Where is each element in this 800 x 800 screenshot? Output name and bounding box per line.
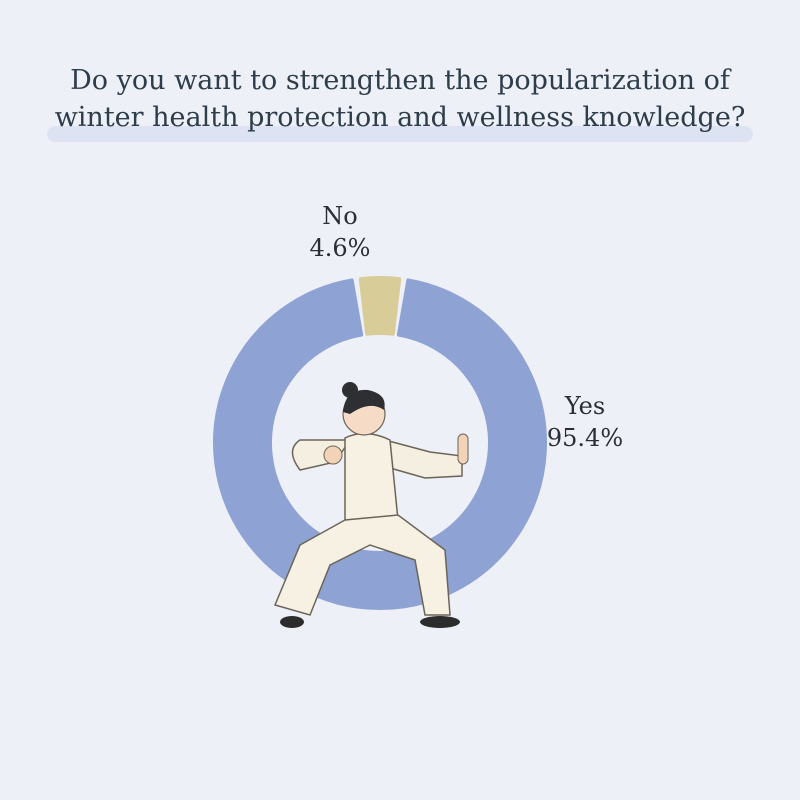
label-yes: Yes 95.4% [540,390,630,454]
label-no-value: 4.6% [309,234,371,262]
slice-no [358,276,402,336]
label-no: No 4.6% [300,200,380,264]
title-line-1: Do you want to strengthen the populariza… [70,65,730,96]
tai-chi-figure-illustration [273,382,469,628]
slice-yes [213,278,547,610]
label-no-category: No [322,202,358,230]
label-yes-value: 95.4% [546,424,624,452]
label-yes-category: Yes [564,392,606,420]
